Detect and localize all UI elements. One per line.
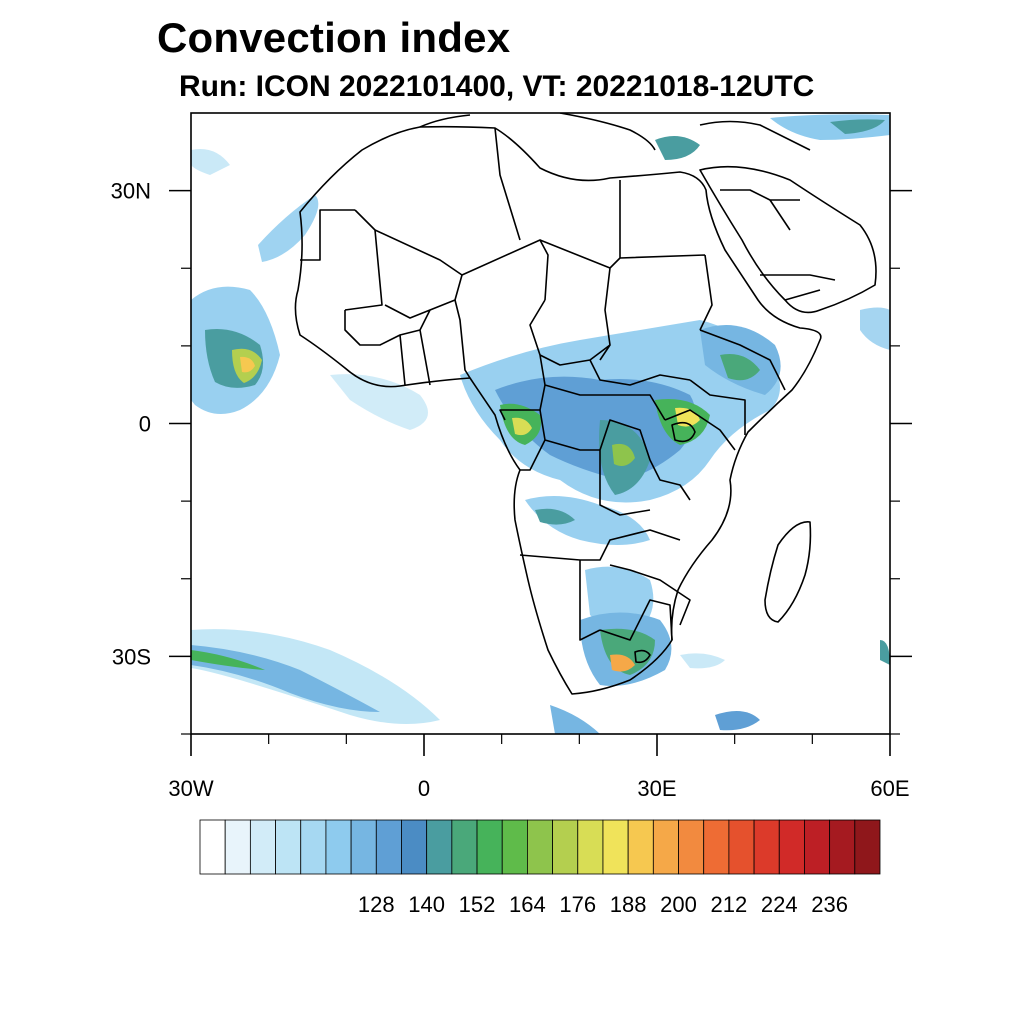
field-indian-ocean-e — [880, 640, 890, 665]
colorbar-box — [703, 819, 730, 875]
coastlines-borders — [294, 113, 877, 695]
colorbar-label: 224 — [761, 892, 798, 917]
colorbar-box — [350, 819, 377, 875]
lat-tick-label: 0 — [139, 412, 151, 437]
border-arabia — [720, 189, 836, 301]
colorbar-box — [652, 819, 679, 875]
borders-sahara — [494, 127, 713, 361]
field-atlantic-nw — [191, 149, 230, 175]
border-lake-victoria — [671, 421, 696, 443]
borders-west — [344, 299, 471, 386]
lon-tick-label: 30W — [168, 776, 213, 801]
lon-tick-label: 0 — [418, 776, 430, 801]
colorbar-label: 200 — [660, 892, 697, 917]
field-med-e-core — [830, 119, 885, 134]
colorbar-box — [300, 819, 327, 875]
field-madagascar-ch — [680, 653, 725, 669]
europe-coastline — [419, 113, 811, 151]
field-atlantic-w-core — [240, 356, 255, 373]
field-south-ocean-e — [715, 711, 760, 731]
colorbar-label: 212 — [711, 892, 748, 917]
colorbar-box — [627, 819, 654, 875]
colorbar-box — [199, 819, 226, 875]
colorbar-box — [577, 819, 604, 875]
colorbar-box — [451, 819, 478, 875]
colorbar-label: 176 — [559, 892, 596, 917]
field-south-ocean — [550, 705, 600, 734]
convection-field — [191, 114, 890, 734]
field-gulf-guinea — [330, 374, 428, 430]
colorbar-box — [678, 819, 705, 875]
colorbar-box — [602, 819, 629, 875]
field-angola-core — [535, 508, 575, 525]
lon-tick-label: 30E — [637, 776, 676, 801]
borders-southern — [519, 529, 691, 641]
colorbar-box — [829, 819, 856, 875]
colorbar-box — [275, 819, 302, 875]
colorbar-box — [753, 819, 780, 875]
colorbar-box — [401, 819, 428, 875]
colorbar-label: 236 — [811, 892, 848, 917]
field-south-atl-core — [191, 650, 265, 670]
field-arabian-sea — [860, 307, 890, 350]
field-canary — [258, 195, 319, 262]
colorbar-box — [854, 819, 881, 875]
colorbar-box — [249, 819, 276, 875]
colorbar: 128 140 152 164 176 188 200 212 224 236 — [199, 819, 881, 917]
field-congo-core — [512, 417, 532, 436]
colorbar-box — [804, 819, 831, 875]
colorbar-label: 188 — [610, 892, 647, 917]
colorbar-box — [728, 819, 755, 875]
field-sa-core — [610, 654, 635, 672]
colorbar-label: 128 — [358, 892, 395, 917]
colorbar-box — [224, 819, 251, 875]
arabia-coastline — [699, 165, 877, 314]
field-ethiopia-core — [720, 354, 760, 381]
colorbar-box — [426, 819, 453, 875]
lat-tick-label: 30N — [111, 179, 151, 204]
lat-tick-label: 30S — [112, 644, 151, 669]
colorbar-box — [476, 819, 503, 875]
field-med — [655, 136, 700, 160]
colorbar-label: 152 — [459, 892, 496, 917]
field-south-atl-outer — [191, 629, 440, 724]
lon-tick-label: 60E — [870, 776, 909, 801]
colorbar-box — [527, 819, 553, 875]
borders-congo — [520, 409, 691, 516]
colorbar-box — [552, 819, 579, 875]
colorbar-label: 140 — [408, 892, 445, 917]
field-angola — [525, 496, 650, 545]
colorbar-box — [325, 819, 352, 875]
colorbar-label: 164 — [509, 892, 546, 917]
colorbar-box — [501, 819, 528, 875]
colorbar-box — [375, 819, 402, 875]
borders-nw — [300, 209, 549, 319]
colorbar-box — [778, 819, 805, 875]
field-congo-south-core — [612, 443, 635, 466]
border-lesotho — [634, 649, 651, 664]
chart-subtitle: Run: ICON 2022101400, VT: 20221018-12UTC — [179, 70, 815, 103]
axis-ticks: 30W 0 30E 60E 30N 0 30S — [111, 179, 912, 801]
borders-east — [664, 329, 786, 451]
chart-title: Convection index — [157, 14, 511, 61]
borders-central — [499, 344, 691, 421]
madagascar-coastline — [764, 521, 812, 623]
